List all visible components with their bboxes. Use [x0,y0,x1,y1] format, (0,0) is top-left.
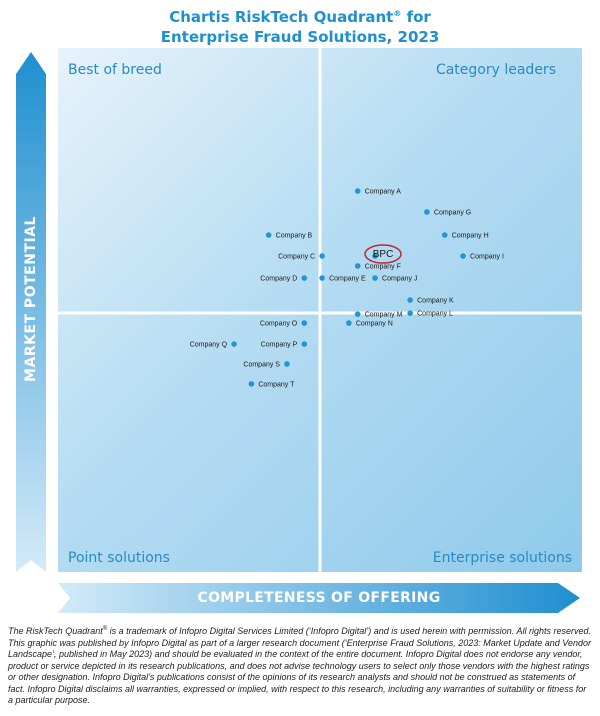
data-label-company-o: Company O [260,321,298,328]
data-label-company-c: Company C [278,254,315,261]
data-point-company-c [319,253,325,259]
data-point-company-b [265,232,272,238]
quadrant-label-bottom-left: Point solutions [68,550,170,566]
data-point-company-j [372,275,378,281]
data-point-company-e [319,275,325,281]
data-label-company-q: Company Q [190,342,228,349]
data-point-company-d [301,275,308,281]
quadrant-label-top-right: Category leaders [435,62,556,78]
data-point-company-a [354,188,361,194]
title-registered-mark: ® [393,9,402,18]
data-label-company-b: Company B [276,233,313,240]
footnote-part-2: is a trademark of Infopro Digital Servic… [8,626,592,705]
data-label-company-l: Company L [417,311,453,318]
data-label-company-k: Company K [417,298,454,305]
data-point-company-n [346,320,352,326]
data-label-company-m: Company M [365,312,403,319]
quadrant-label-bottom-right: Enterprise solutions [432,550,572,566]
data-point-company-p [301,341,308,347]
data-label-company-s: Company S [243,361,280,368]
data-label-company-j: Company J [382,276,417,283]
data-label-company-f: Company F [365,263,401,270]
chart-title: Chartis RiskTech Quadrant® for Enterpris… [0,4,600,47]
data-label-company-a: Company A [365,189,402,196]
data-label-bpc: BPC [373,249,394,260]
data-point-bpc [372,253,378,259]
data-point-company-h [441,232,448,238]
data-label-company-h: Company H [452,233,489,240]
data-point-company-t [248,381,255,387]
data-label-company-n: Company N [356,321,393,328]
data-label-company-t: Company T [258,381,295,388]
quadrant-plot: Best of breed Category leaders Point sol… [58,48,582,572]
x-axis-label: COMPLETENESS OF OFFERING [197,590,441,606]
scatter-marks: Company A Company G Company B Company H Comp… [58,48,582,572]
data-point-company-s [284,361,290,367]
disclaimer-footnote: The RiskTech Quadrant® is a trademark of… [8,624,592,707]
footnote-part-1: The RiskTech Quadrant [8,626,103,636]
data-point-company-i [460,253,466,259]
data-point-company-f [354,263,361,269]
data-label-company-d: Company D [260,276,297,283]
title-line-1: Chartis RiskTech Quadrant [169,8,394,26]
footnote-registered-mark: ® [102,626,108,632]
data-point-company-l [407,310,413,316]
data-label-company-p: Company P [261,342,298,349]
data-point-company-g [424,209,430,215]
data-point-company-m [354,311,361,317]
data-label-company-i: Company I [470,254,504,261]
data-label-company-e: Company E [329,276,366,283]
data-point-company-o [301,320,308,326]
data-label-company-g: Company G [434,210,471,217]
y-axis-arrow [16,52,46,572]
data-point-company-k [407,297,413,303]
highlight-ring [364,244,402,264]
title-line-2: Enterprise Fraud Solutions, 2023 [160,28,440,46]
quadrant-label-top-left: Best of breed [68,62,162,78]
data-point-company-q [231,341,237,347]
title-line-1-suffix: for [401,8,431,26]
x-axis-arrow [58,583,580,613]
